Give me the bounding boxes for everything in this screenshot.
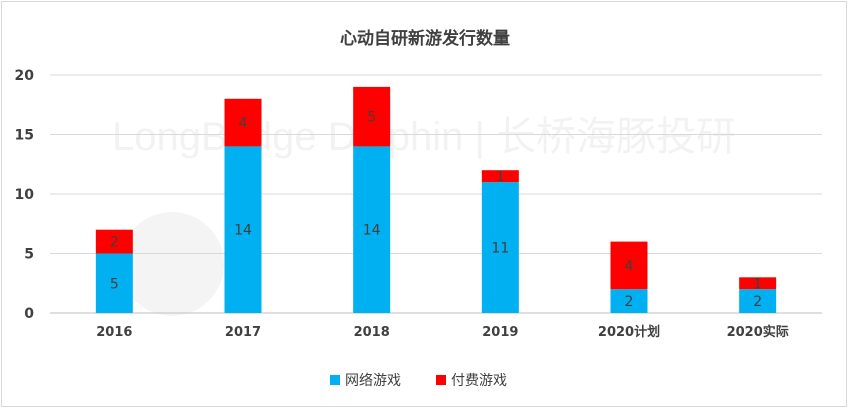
y-tick-label: 15: [15, 128, 34, 144]
chart-title: 心动自研新游发行数量: [340, 28, 510, 49]
data-label: 14: [363, 223, 381, 239]
bar-series-2: [481, 170, 519, 183]
legend-item-series-2: 付费游戏: [436, 373, 507, 389]
data-label: 1: [496, 169, 505, 185]
data-label: 2: [753, 294, 762, 310]
bar-series-2: [224, 98, 262, 147]
data-label: 2: [625, 294, 634, 310]
y-tick-label: 5: [24, 247, 34, 263]
y-tick-label: 10: [15, 187, 35, 203]
gridlines: [50, 74, 822, 314]
watermark-text: LongBridge Dolphin | 长桥海豚投研: [112, 115, 736, 159]
x-tick-label: 2020实际: [727, 324, 789, 340]
bar-series-1: [353, 146, 391, 313]
y-axis-ticks: 0 5 10 15 20: [15, 68, 35, 322]
legend-label-series-2: 付费游戏: [451, 373, 507, 389]
bar-series-1: [224, 146, 262, 313]
bar-series-1: [481, 182, 519, 313]
watermark: LongBridge Dolphin | 长桥海豚投研: [112, 115, 736, 316]
legend-label-series-1: 网络游戏: [345, 373, 401, 389]
bar-series-2: [739, 277, 777, 290]
legend: 网络游戏 付费游戏: [330, 373, 507, 389]
x-tick-label: 2018: [354, 325, 390, 340]
bars: [95, 86, 777, 313]
bar-series-1: [95, 253, 133, 313]
data-label: 4: [239, 116, 248, 132]
bar-series-2: [610, 241, 648, 290]
data-label: 5: [367, 110, 376, 126]
y-tick-label: 20: [15, 68, 35, 84]
x-tick-label: 2016: [96, 325, 132, 340]
x-tick-label: 2019: [482, 325, 518, 340]
data-label: 1: [753, 276, 762, 292]
legend-item-series-1: 网络游戏: [330, 373, 401, 389]
data-label: 2: [110, 235, 119, 251]
bar-series-1: [739, 289, 777, 313]
bar-series-2: [353, 86, 391, 147]
data-label: 14: [234, 223, 252, 239]
x-tick-label: 2017: [225, 325, 261, 340]
x-tick-label: 2020计划: [598, 324, 660, 340]
x-axis-ticks: 2016 2017 2018 2019 2020计划 2020实际: [96, 324, 789, 340]
data-label: 11: [491, 241, 509, 257]
watermark-logo-icon: [120, 212, 224, 316]
bar-series-2: [95, 229, 133, 254]
data-label: 4: [625, 258, 634, 274]
y-tick-label: 0: [24, 306, 34, 322]
bar-series-1: [610, 289, 648, 313]
legend-swatch-series-1: [330, 375, 340, 385]
legend-swatch-series-2: [436, 375, 446, 385]
data-label: 5: [110, 276, 119, 292]
